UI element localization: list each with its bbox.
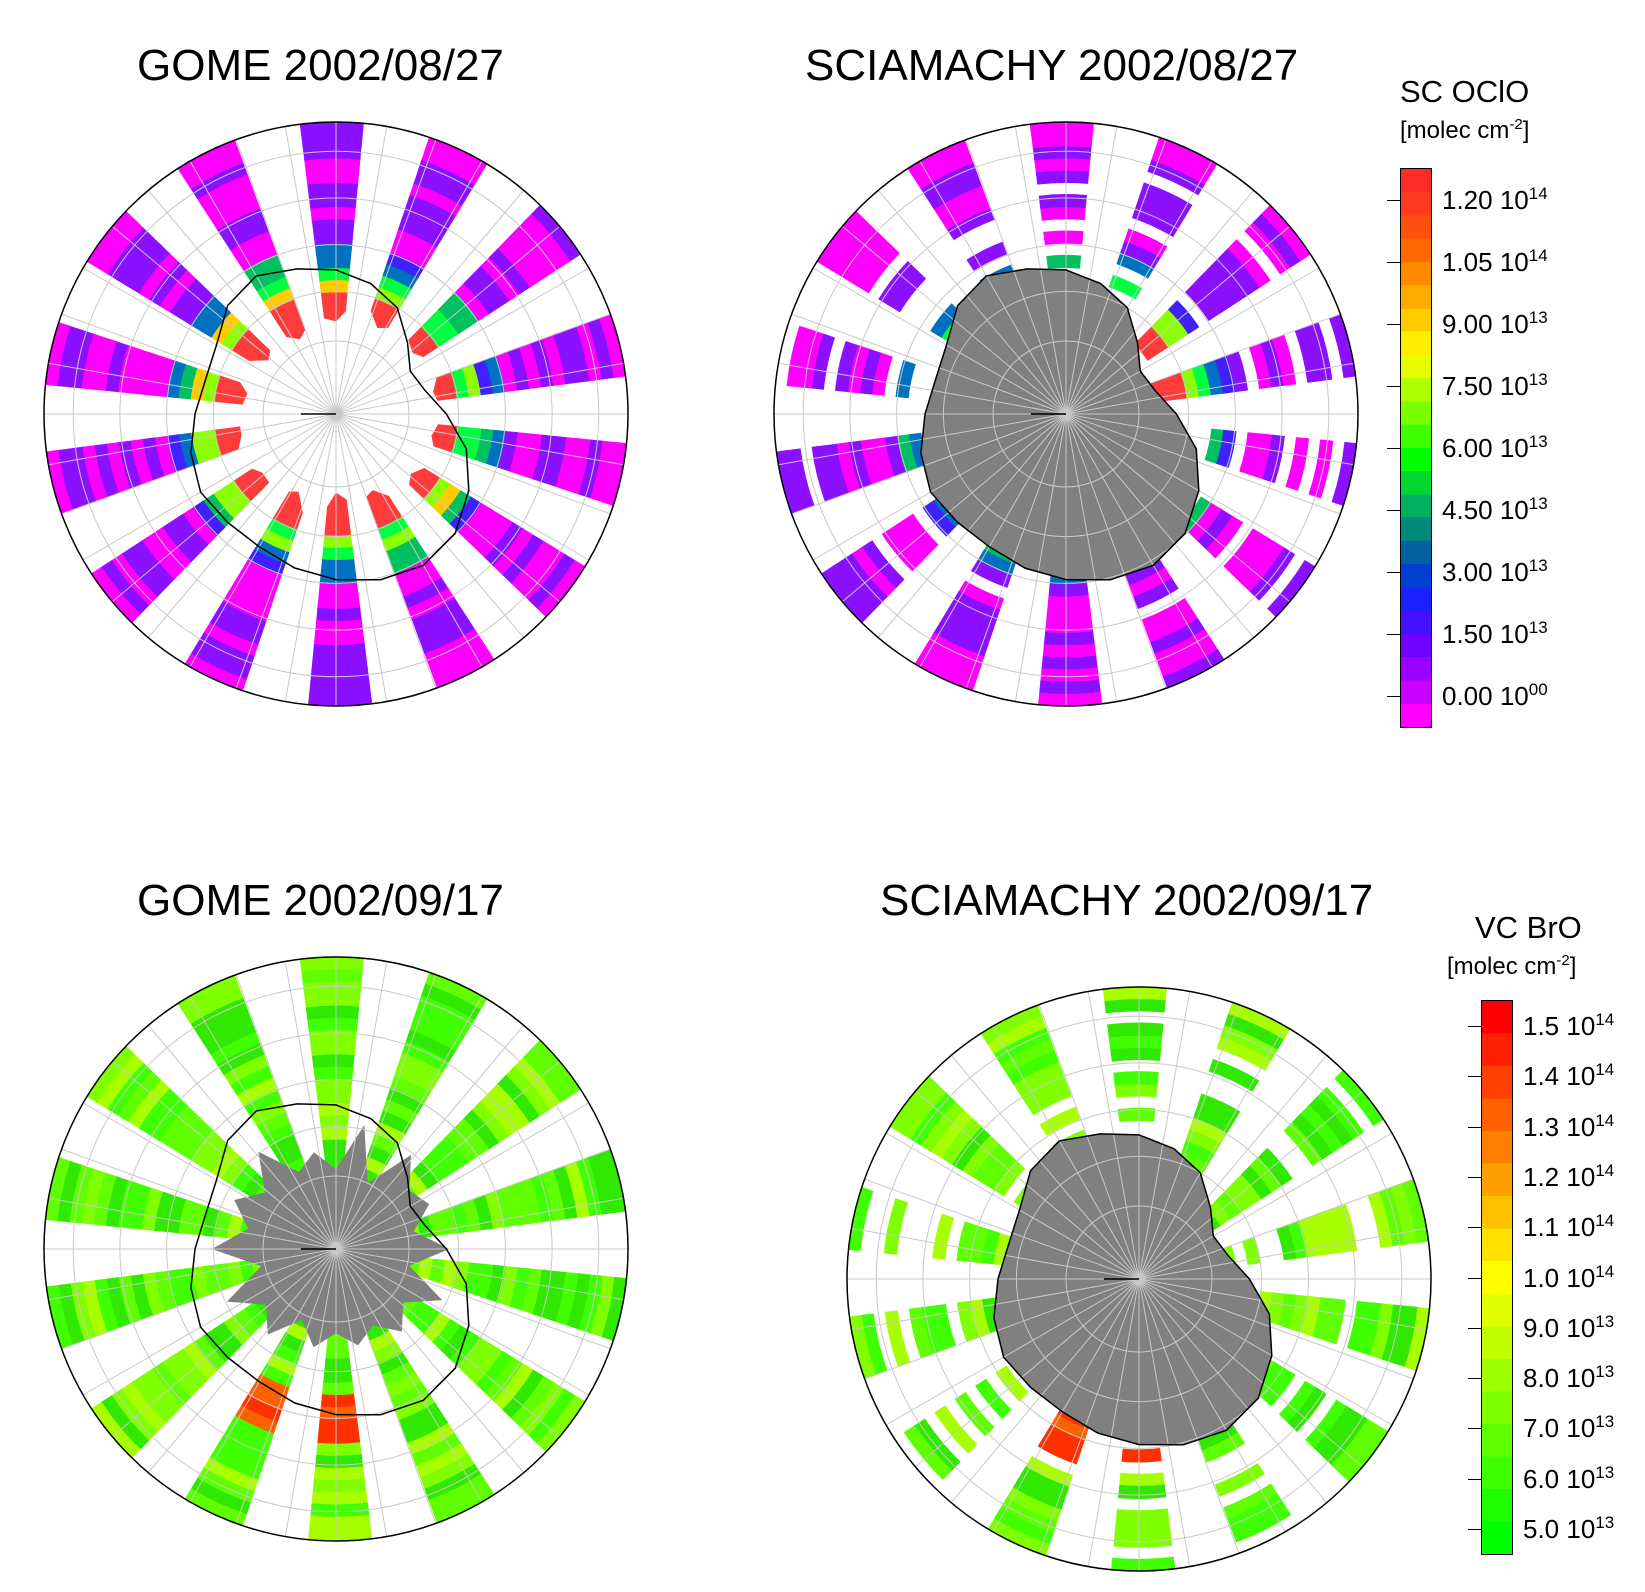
colorbar-bro	[1468, 1000, 1513, 1555]
polar-map-sciamachy-aug	[773, 121, 1359, 707]
legend-title: VC BrO	[1475, 910, 1582, 945]
colorbar-tick-label: 9.0 1013	[1523, 1311, 1615, 1343]
colorbar-ocio	[1387, 168, 1432, 728]
colorbar-tick	[1468, 1277, 1482, 1279]
graticule	[44, 957, 628, 1541]
colorbar-tick-label: 1.0 1014	[1523, 1261, 1615, 1293]
colorbar-tick	[1468, 1126, 1482, 1128]
colorbar-tick-label: 1.1 1014	[1523, 1211, 1615, 1243]
colorbar-tick-label: 1.4 1014	[1523, 1060, 1615, 1092]
colorbar-tick-label: 3.00 1013	[1442, 556, 1548, 587]
coastline	[190, 268, 470, 581]
colorbar-tick	[1387, 572, 1401, 573]
colorbar-tick-label: 9.00 1013	[1442, 308, 1548, 339]
legend-bro: VC BrO [molec cm-2] 1.5 1014 1.4 1014 1.3 …	[1447, 910, 1645, 1555]
panel-title-sciamachy-sep: SCIAMACHY 2002/09/17	[880, 876, 1374, 925]
colorbar-tick	[1468, 1478, 1482, 1480]
legend-title: SC OClO	[1400, 74, 1530, 109]
colorbar-tick-label: 1.2 1014	[1523, 1160, 1615, 1192]
colorbar-tick	[1387, 510, 1401, 511]
coastline	[993, 1133, 1273, 1446]
colorbar-tick-label: 8.0 1013	[1523, 1362, 1615, 1394]
map-border	[43, 121, 629, 707]
polar-map-gome-aug	[43, 121, 629, 707]
graticule	[847, 987, 1431, 1571]
map-border	[43, 956, 629, 1542]
colorbar-tick	[1468, 1026, 1482, 1028]
panel-title-gome-sep: GOME 2002/09/17	[137, 876, 504, 925]
colorbar-tick	[1468, 1176, 1482, 1178]
colorbar-tick	[1468, 1076, 1482, 1078]
colorbar-tick	[1387, 634, 1401, 635]
colorbar-tick-label: 5.0 1013	[1523, 1512, 1615, 1544]
legend-unit: [molec cm-2]	[1400, 116, 1530, 144]
colorbar-tick-label: 1.05 1014	[1442, 246, 1548, 277]
colorbar-tick-label: 6.0 1013	[1523, 1462, 1615, 1494]
colorbar-tick-label: 1.3 1014	[1523, 1110, 1615, 1142]
colorbar-tick-label: 1.50 1013	[1442, 618, 1548, 649]
polar-map-sciamachy-sep	[846, 986, 1432, 1572]
colorbar-tick-label: 1.5 1014	[1523, 1010, 1615, 1042]
colorbar-tick	[1387, 448, 1401, 449]
colorbar-tick	[1387, 262, 1401, 263]
legend-unit: [molec cm-2]	[1447, 952, 1577, 980]
coastline	[920, 268, 1200, 581]
swaths	[44, 122, 628, 706]
colorbar-tick-label: 1.20 1014	[1442, 184, 1548, 215]
colorbar-tick	[1387, 324, 1401, 325]
colorbar-tick	[1468, 1227, 1482, 1229]
colorbar-tick	[1387, 200, 1401, 201]
coastline	[190, 1103, 470, 1416]
panel-title-sciamachy-aug: SCIAMACHY 2002/08/27	[805, 41, 1299, 90]
panel-title-gome-aug: GOME 2002/08/27	[137, 41, 504, 90]
colorbar-tick	[1468, 1428, 1482, 1430]
graticule	[774, 122, 1358, 706]
colorbar-tick-label: 0.00 1000	[1442, 680, 1548, 711]
colorbar-tick-label: 7.0 1013	[1523, 1412, 1615, 1444]
colorbar-tick	[1468, 1378, 1482, 1380]
colorbar-tick-label: 7.50 1013	[1442, 370, 1548, 401]
map-border	[773, 121, 1359, 707]
colorbar-tick-label: 6.00 1013	[1442, 432, 1548, 463]
colorbar-tick	[1387, 386, 1401, 387]
polar-gap	[211, 1125, 450, 1348]
graticule	[44, 122, 628, 706]
colorbar-tick-label: 4.50 1013	[1442, 494, 1548, 525]
colorbar-tick	[1468, 1528, 1482, 1530]
colorbar-tick	[1387, 696, 1401, 697]
colorbar-tick	[1468, 1327, 1482, 1329]
legend-ocio: SC OClO [molec cm-2] 1.20 1014 1.05 1014 9…	[1387, 74, 1640, 736]
polar-map-gome-sep	[43, 956, 629, 1542]
